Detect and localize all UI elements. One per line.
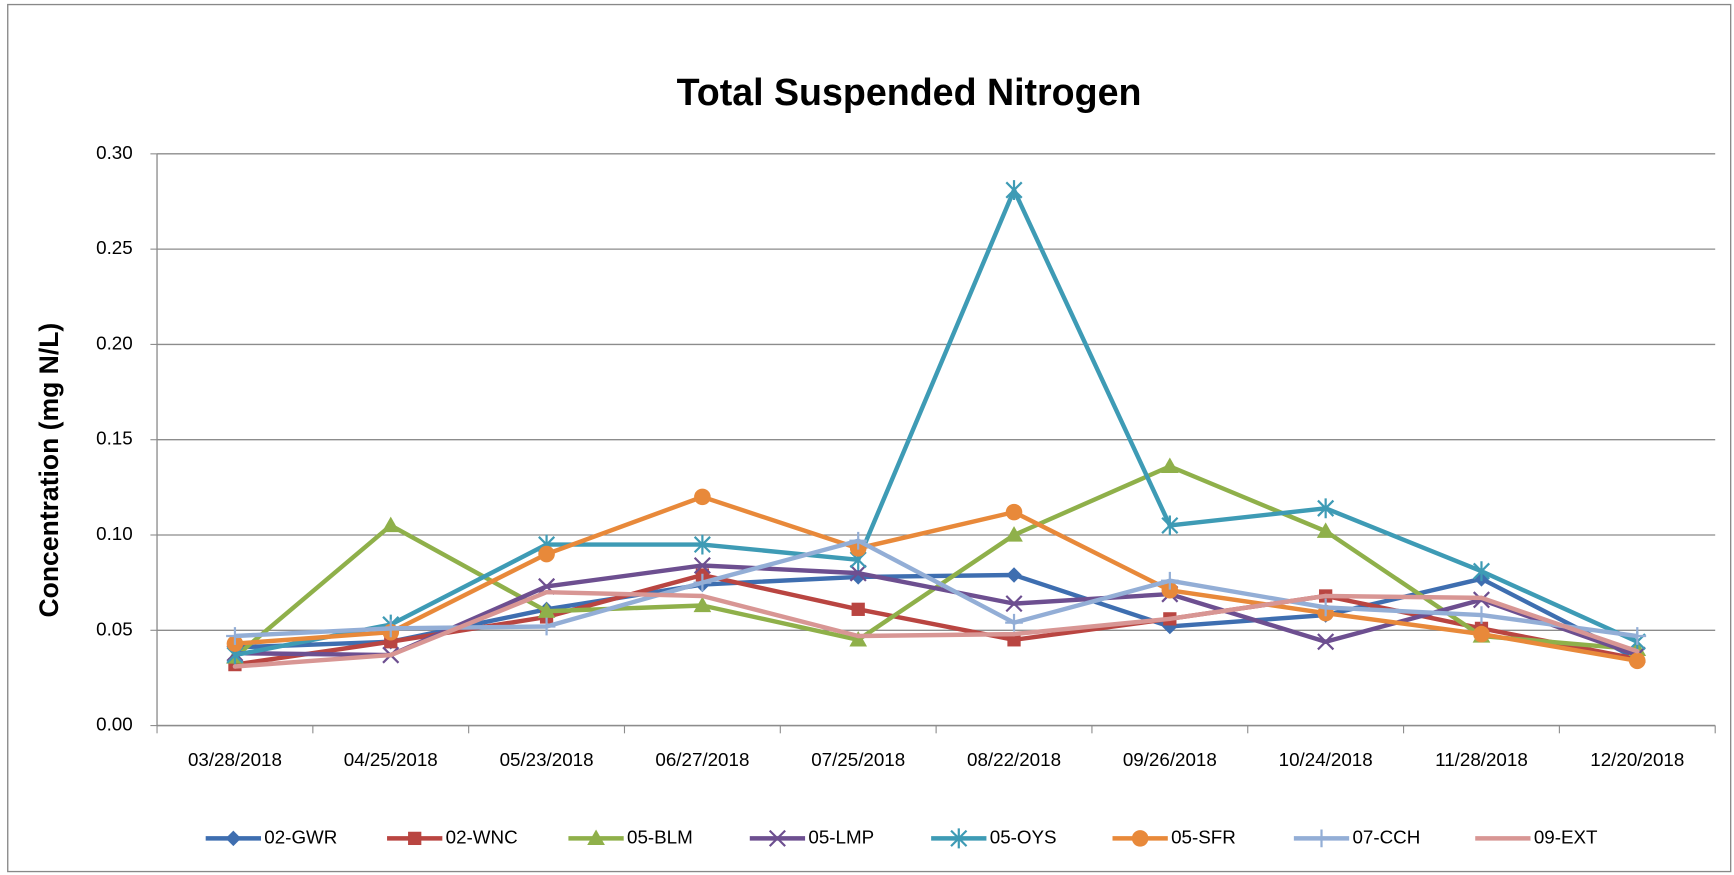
marker — [1131, 830, 1149, 847]
marker — [1160, 457, 1179, 474]
series — [226, 531, 1647, 645]
marker — [693, 556, 711, 575]
y-tick-label: 0.25 — [96, 237, 133, 258]
x-tick-label: 08/22/2018 — [967, 749, 1061, 770]
y-tick-label: 0.10 — [96, 523, 133, 544]
series-line — [234, 589, 1639, 669]
marker — [1312, 829, 1331, 848]
point — [1635, 649, 1640, 654]
legend-label: 02-WNC — [446, 826, 518, 847]
marker — [1317, 498, 1335, 519]
y-tick-label: 0.30 — [96, 142, 133, 163]
legend-label: 05-SFR — [1171, 826, 1236, 847]
marker — [768, 829, 786, 847]
marker — [1628, 627, 1647, 645]
x-tick-label: 09/26/2018 — [1123, 749, 1217, 770]
x-tick-label: 12/20/2018 — [1590, 749, 1684, 770]
chart-title: Total Suspended Nitrogen — [677, 71, 1142, 113]
marker — [226, 627, 244, 645]
legend-label: 07-CCH — [1352, 826, 1420, 847]
marker — [950, 828, 968, 849]
marker — [1005, 613, 1023, 632]
marker — [1005, 503, 1023, 521]
legend-label: 02-GWR — [264, 826, 337, 847]
marker — [1316, 598, 1335, 617]
series-line — [234, 563, 1639, 658]
marker — [1628, 652, 1646, 670]
marker — [694, 488, 711, 506]
marker — [537, 602, 556, 618]
y-tick-label: 0.05 — [96, 618, 133, 639]
x-tick-label: 06/27/2018 — [655, 749, 749, 770]
marker — [1005, 595, 1023, 613]
marker — [537, 617, 556, 636]
marker — [849, 564, 867, 582]
marker — [1007, 633, 1021, 647]
marker — [381, 619, 400, 638]
marker — [1160, 571, 1179, 590]
point — [700, 593, 705, 599]
chart-border — [7, 3, 1732, 873]
point — [1167, 616, 1173, 622]
marker — [1473, 625, 1490, 643]
marker — [1161, 515, 1179, 536]
marker — [693, 573, 712, 592]
marker — [587, 829, 605, 846]
series-line — [234, 494, 1638, 663]
y-tick-label: 0.00 — [96, 714, 133, 735]
series — [232, 589, 1640, 669]
legend-label: 05-LMP — [808, 826, 874, 847]
legend-label: 05-BLM — [627, 826, 693, 847]
marker — [1317, 633, 1335, 651]
marker — [1005, 180, 1023, 201]
marker — [1006, 567, 1022, 583]
y-tick-label: 0.20 — [96, 332, 133, 353]
point — [232, 664, 238, 669]
x-tick-label: 07/25/2018 — [811, 749, 905, 770]
point — [855, 633, 861, 639]
marker — [1472, 606, 1491, 624]
y-tick-label: 0.15 — [96, 428, 133, 449]
x-tick-label: 11/28/2018 — [1435, 749, 1528, 770]
x-tick-label: 03/28/2018 — [188, 749, 282, 770]
series-line — [234, 538, 1638, 639]
series-line — [234, 187, 1639, 658]
marker — [538, 545, 555, 563]
marker — [693, 596, 712, 613]
marker — [851, 602, 865, 616]
marker — [849, 531, 868, 550]
marker — [1005, 526, 1023, 542]
legend-label: 05-OYS — [990, 826, 1057, 847]
point — [388, 652, 393, 658]
y-axis-label: Concentration (mg N/L) — [34, 323, 64, 618]
marker — [1316, 522, 1335, 538]
x-tick-label: 05/23/2018 — [500, 749, 594, 770]
point — [544, 589, 549, 595]
marker — [693, 534, 711, 555]
point — [1479, 595, 1484, 601]
marker — [1472, 561, 1490, 582]
point — [1323, 593, 1328, 599]
marker — [381, 516, 400, 533]
marker — [849, 630, 868, 647]
point — [1011, 631, 1017, 637]
x-tick-label: 04/25/2018 — [344, 749, 438, 770]
marker — [1161, 581, 1179, 599]
marker — [408, 831, 422, 846]
legend-label: 09-EXT — [1534, 826, 1598, 847]
x-tick-label: 10/24/2018 — [1279, 749, 1373, 770]
